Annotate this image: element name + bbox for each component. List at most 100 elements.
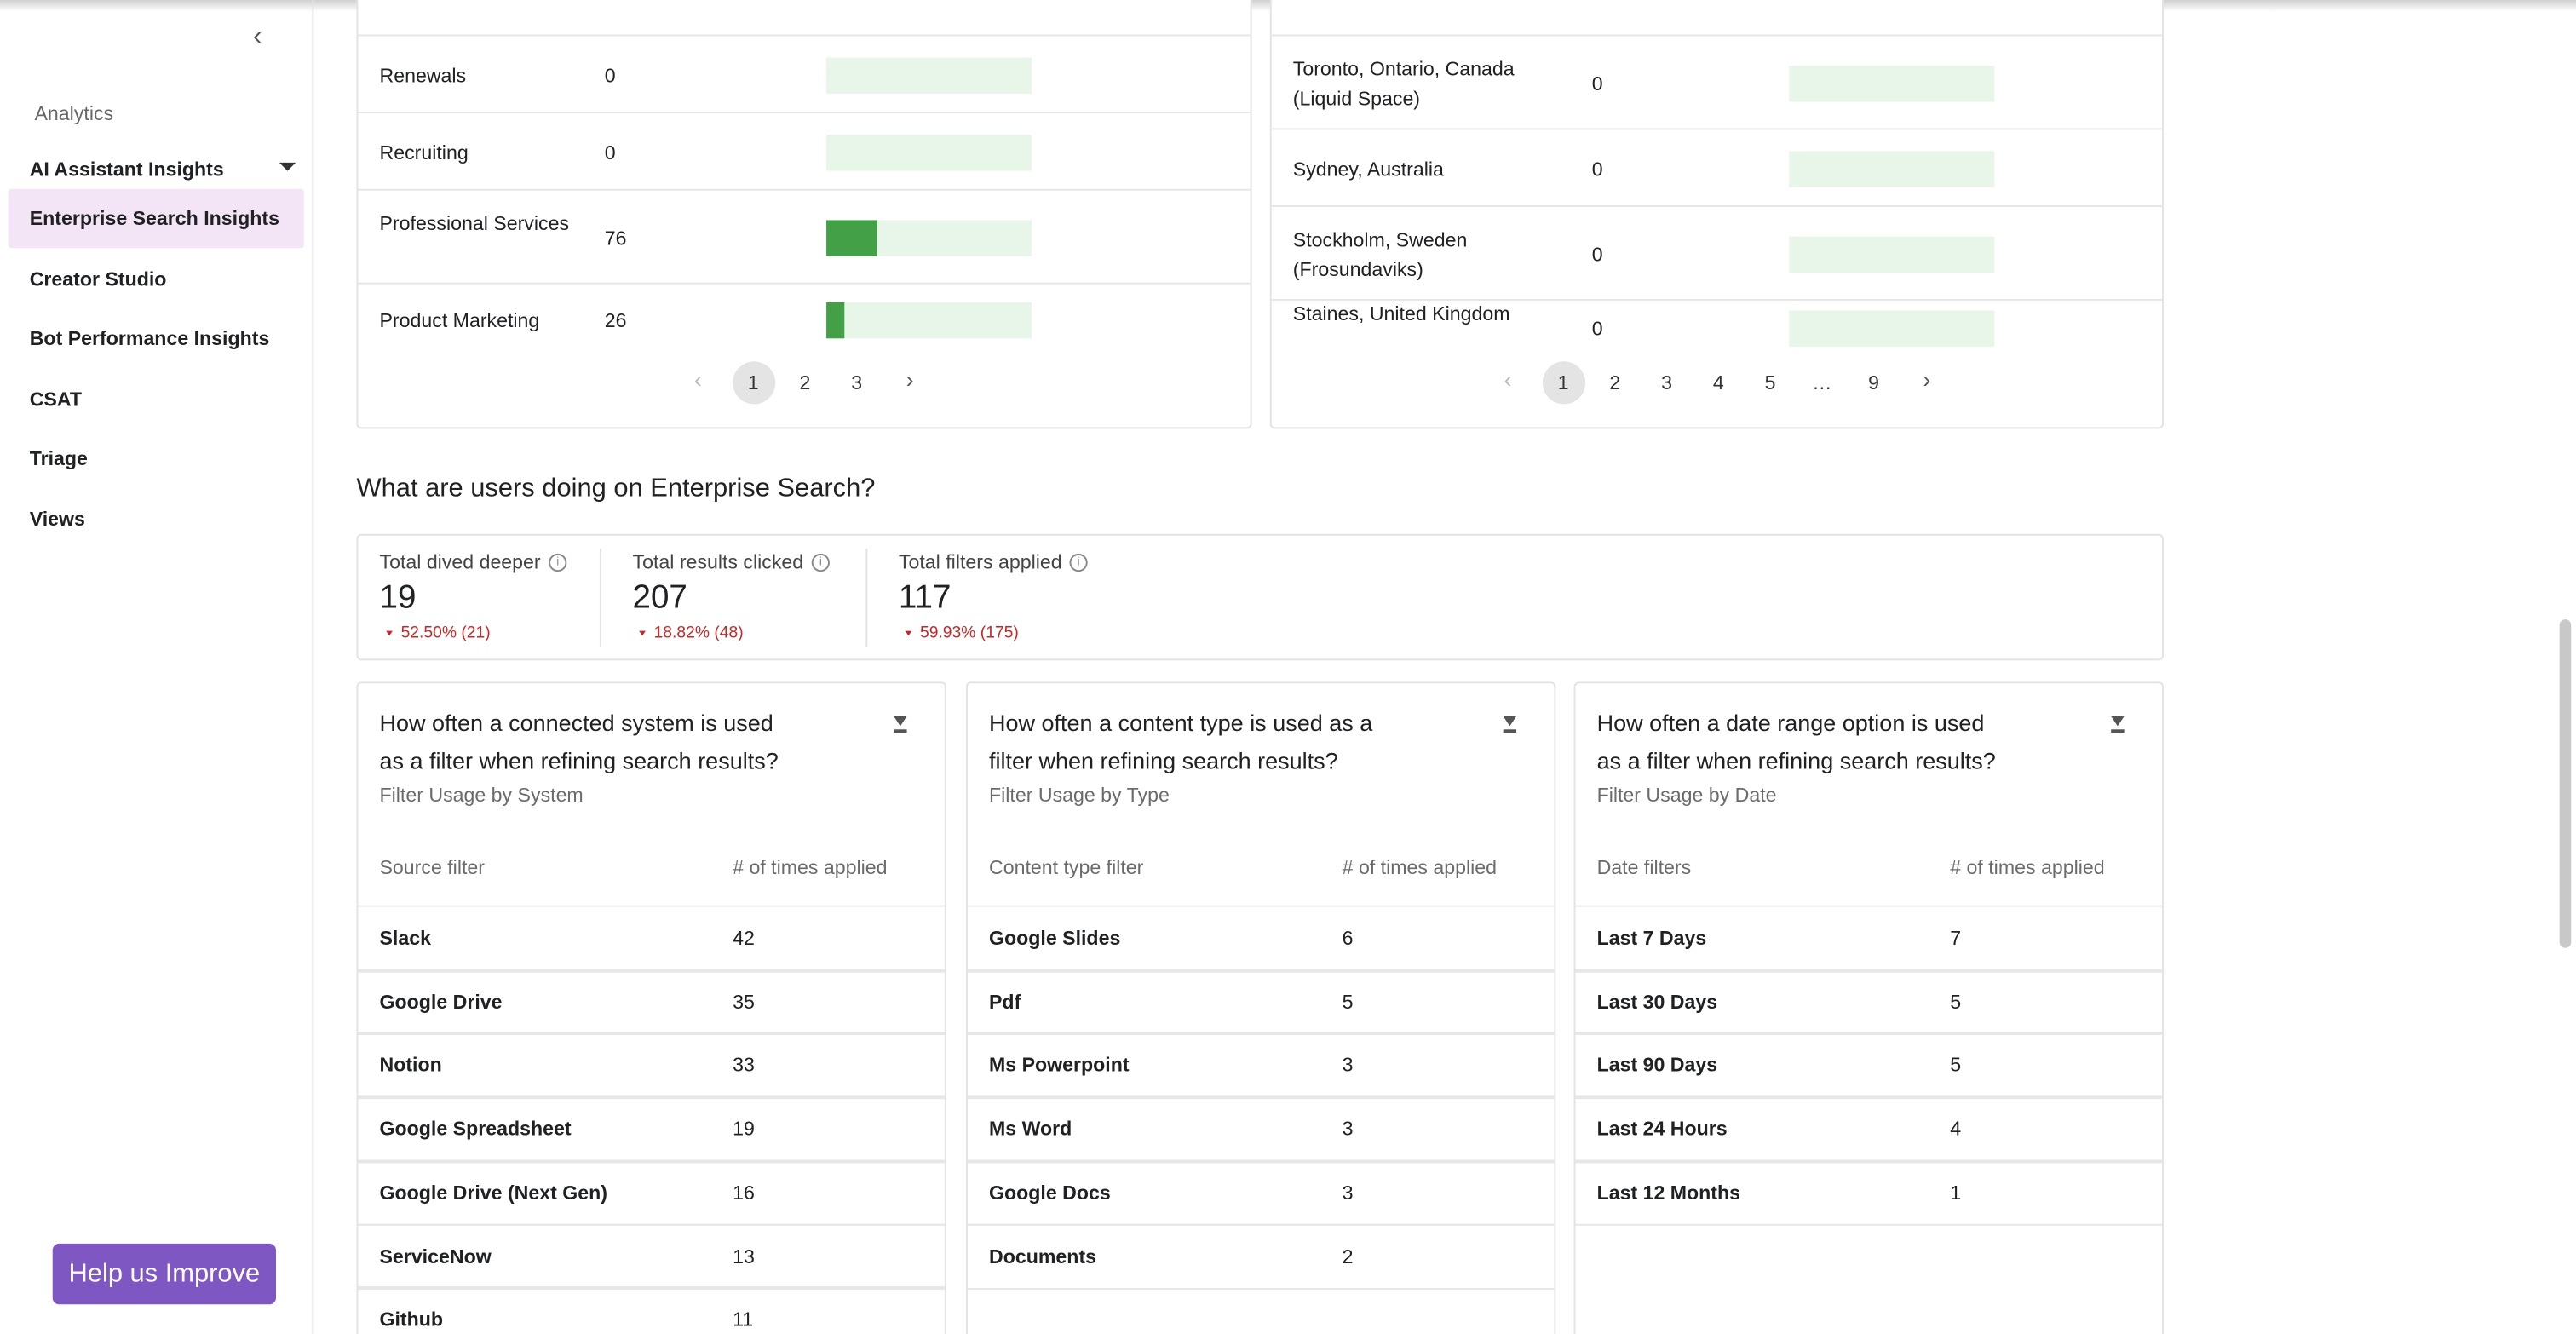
bar-track xyxy=(826,219,1032,256)
table-row: Last 90 Days 5 xyxy=(1575,1032,2162,1100)
page-button[interactable]: 5 xyxy=(1764,371,1776,394)
collapse-button[interactable]: ‹ xyxy=(252,22,262,51)
next-page[interactable]: › xyxy=(906,366,914,393)
page-button[interactable]: 2 xyxy=(799,371,811,394)
table-row: Product Marketing 26 xyxy=(358,282,1251,355)
page-button[interactable]: 1 xyxy=(1541,361,1585,405)
nav-item[interactable]: Enterprise Search Insights xyxy=(29,206,279,230)
row-label: Google Spreadsheet xyxy=(379,1117,572,1141)
download-button[interactable] xyxy=(2111,713,2125,733)
row-value: 33 xyxy=(733,1053,755,1077)
column-header: Source filter xyxy=(379,855,485,879)
bar-track xyxy=(826,301,1032,338)
row-value: 6 xyxy=(1342,926,1354,950)
prev-page[interactable]: ‹ xyxy=(1504,366,1512,393)
row-value: 35 xyxy=(733,990,755,1014)
table-row: Professional Services 76 xyxy=(358,188,1251,285)
scrollbar-thumb[interactable] xyxy=(2559,619,2572,948)
filter-card: How often a date range option is used as… xyxy=(1573,681,2164,1334)
bar-track xyxy=(826,134,1032,170)
row-value: 7 xyxy=(1950,926,1962,950)
row-label: Ms Powerpoint xyxy=(988,1053,1130,1077)
download-arrow xyxy=(1503,716,1517,727)
row-label: ServiceNow xyxy=(379,1244,492,1268)
row-label: Last 90 Days xyxy=(1596,1053,1718,1077)
row-label: Recruiting xyxy=(379,140,469,164)
metrics-box: Total dived deeper i 19 52.50% (21) Total re… xyxy=(356,533,2164,661)
page-button[interactable]: 3 xyxy=(1661,371,1672,394)
section-title: What are users doing on Enterprise Searc… xyxy=(356,474,876,503)
nav-active-bg xyxy=(8,188,304,249)
info-icon[interactable]: i xyxy=(811,553,830,572)
page-button[interactable]: 1 xyxy=(732,361,775,405)
row-label: Google Drive xyxy=(379,990,503,1014)
column-header: Date filters xyxy=(1596,855,1692,879)
next-page[interactable]: › xyxy=(1923,366,1931,393)
nav-item[interactable]: AI Assistant Insights xyxy=(29,158,224,181)
prev-page[interactable]: ‹ xyxy=(693,366,702,393)
table-row: Renewals 0 xyxy=(358,34,1251,113)
table-row: Slack 42 xyxy=(358,905,945,973)
row-label: Slack xyxy=(379,926,431,950)
bar-track xyxy=(1789,65,1995,101)
row-label: Renewals xyxy=(379,63,467,87)
bar-track xyxy=(826,56,1032,93)
info-icon[interactable]: i xyxy=(549,553,567,572)
card-subtitle: Filter Usage by Type xyxy=(988,783,1170,807)
nav-item[interactable]: CSAT xyxy=(29,388,83,411)
row-value: 0 xyxy=(1591,316,1603,340)
page-button[interactable]: 9 xyxy=(1868,371,1879,394)
filter-card: How often a connected system is used as … xyxy=(356,681,946,1334)
table-row: Ms Powerpoint 3 xyxy=(967,1032,1555,1100)
column-header: # of times applied xyxy=(1950,855,2105,879)
metric-value: 19 xyxy=(379,579,417,617)
row-value: 5 xyxy=(1950,990,1962,1014)
row-label: Product Marketing xyxy=(379,308,540,331)
page-button[interactable]: 3 xyxy=(851,371,863,394)
row-label: Sydney, Australia xyxy=(1292,157,1444,181)
row-value: 0 xyxy=(1591,71,1603,95)
download-button[interactable] xyxy=(1503,713,1517,733)
table-row: Ms Word 3 xyxy=(967,1095,1555,1164)
table-row: Last 7 Days 7 xyxy=(1575,905,2162,973)
card-subtitle: Filter Usage by System xyxy=(379,783,584,807)
help-button[interactable]: Help us Improve xyxy=(52,1243,276,1305)
table-row: Github 11 xyxy=(358,1286,945,1334)
trend-down xyxy=(386,630,393,636)
row-value: 26 xyxy=(604,308,627,331)
nav-item[interactable]: Creator Studio xyxy=(29,267,167,291)
table-row: Toronto, Ontario, Canada (Liquid Space) 0 xyxy=(1271,34,2162,129)
download-arrow xyxy=(2111,716,2125,727)
row-label: Last 24 Hours xyxy=(1596,1117,1728,1141)
bar xyxy=(826,301,844,338)
row-label: Pdf xyxy=(988,990,1021,1014)
page-button[interactable]: 2 xyxy=(1609,371,1621,394)
row-value: 5 xyxy=(1950,1053,1962,1077)
row-value: 19 xyxy=(733,1117,755,1141)
filter-card: How often a content type is used as a fi… xyxy=(965,681,1556,1334)
table-card: Renewals 0 Recruiting 0 Professional Service… xyxy=(356,0,1252,429)
metric-label: Total results clicked xyxy=(632,550,804,574)
card-title: How often a connected system is used as … xyxy=(379,710,779,774)
download-button[interactable] xyxy=(894,713,907,733)
row-label: Ms Word xyxy=(988,1117,1072,1141)
bar-track xyxy=(1789,309,1995,346)
nav-item[interactable]: Triage xyxy=(29,446,88,470)
metric-change: 59.93% (175) xyxy=(919,624,1019,643)
bar xyxy=(826,219,878,256)
table-row: Google Docs 3 xyxy=(967,1159,1555,1227)
trend-down xyxy=(639,630,646,636)
row-value: 5 xyxy=(1342,990,1354,1014)
row-label: Staines, United Kingdom xyxy=(1292,301,1510,325)
page-button[interactable]: … xyxy=(1812,371,1832,394)
page-button[interactable]: 4 xyxy=(1712,371,1724,394)
nav-item[interactable]: Views xyxy=(29,507,85,531)
metric-change: 52.50% (21) xyxy=(400,624,491,643)
info-icon[interactable]: i xyxy=(1069,553,1088,572)
card-title: How often a content type is used as a fi… xyxy=(988,710,1373,774)
table-row: Sydney, Australia 0 xyxy=(1271,128,2162,207)
nav-item[interactable]: Bot Performance Insights xyxy=(29,326,270,350)
card-subtitle: Filter Usage by Date xyxy=(1596,783,1777,807)
table-card: Toronto, Ontario, Canada (Liquid Space) 0… xyxy=(1269,0,2164,429)
